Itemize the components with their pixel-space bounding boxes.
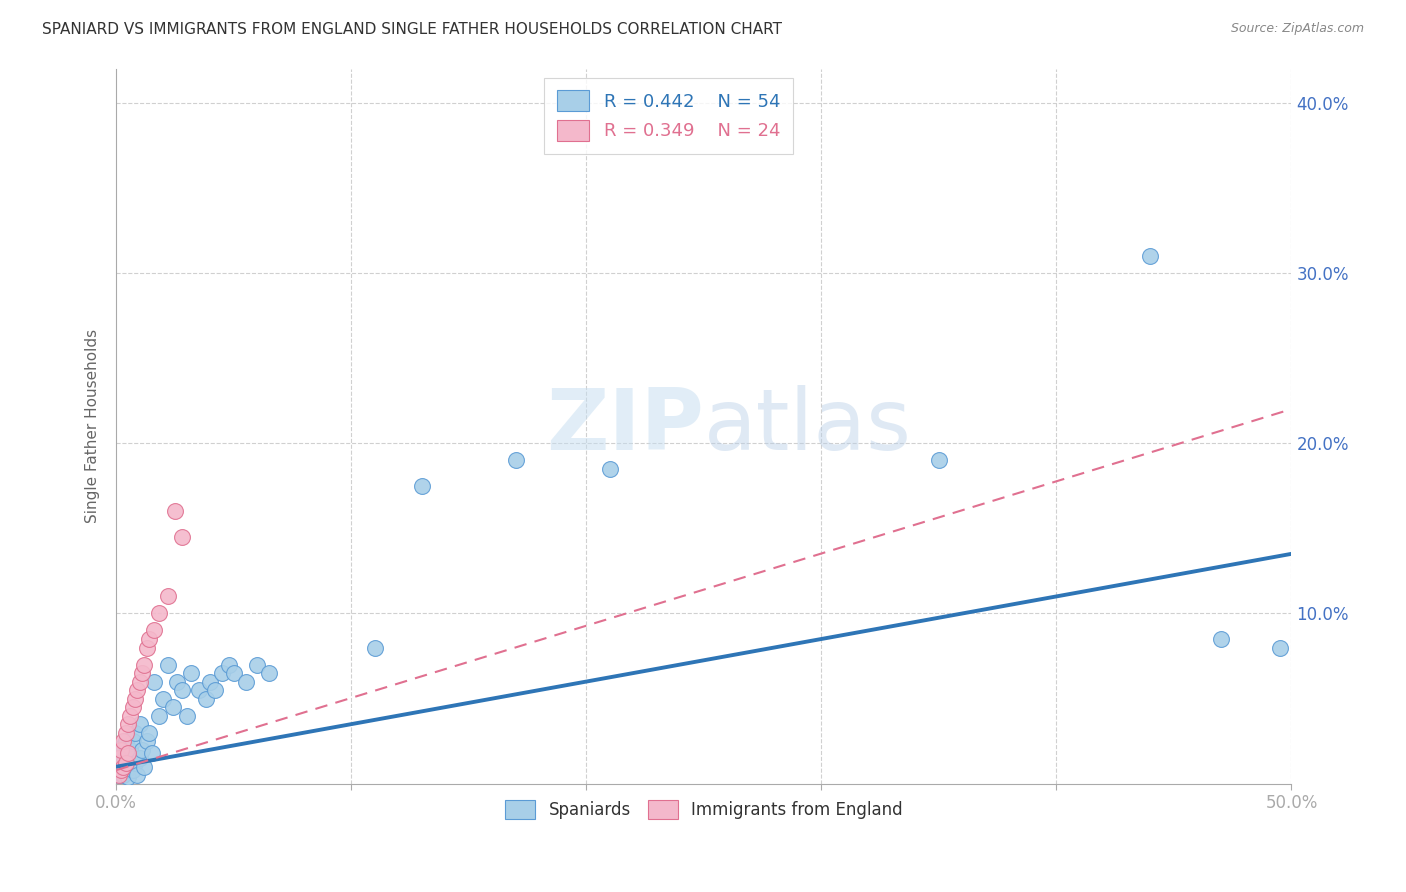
Point (110, 742, 132, 756)
Legend: Spaniards, Immigrants from England: Spaniards, Immigrants from England (499, 793, 910, 825)
Point (110, 751, 132, 765)
Point (172, 530, 194, 544)
Point (172, 683, 194, 698)
Point (187, 683, 209, 698)
Point (128, 717, 150, 731)
Y-axis label: Single Father Households: Single Father Households (86, 329, 100, 524)
Point (138, 725, 160, 739)
Point (117, 746, 139, 760)
Point (1268, 640, 1291, 655)
Text: ZIP: ZIP (546, 384, 704, 467)
Point (114, 756, 136, 771)
Point (121, 700, 143, 714)
Point (180, 666, 202, 681)
Point (110, 742, 132, 756)
Point (152, 691, 174, 706)
Point (112, 734, 135, 748)
Point (163, 504, 186, 518)
Text: SPANIARD VS IMMIGRANTS FROM ENGLAND SINGLE FATHER HOUSEHOLDS CORRELATION CHART: SPANIARD VS IMMIGRANTS FROM ENGLAND SING… (42, 22, 782, 37)
Point (176, 708, 198, 723)
Point (135, 640, 157, 655)
Point (112, 768, 135, 782)
Point (142, 624, 165, 638)
Point (135, 734, 157, 748)
Point (124, 725, 146, 739)
Point (128, 674, 150, 689)
Point (107, 768, 129, 782)
Point (107, 768, 129, 782)
Point (156, 657, 179, 672)
Point (114, 763, 136, 777)
Point (128, 751, 150, 765)
Point (120, 708, 142, 723)
Point (117, 717, 139, 731)
Point (235, 674, 257, 689)
Point (162, 700, 184, 714)
Point (107, 751, 129, 765)
Point (121, 763, 143, 777)
Point (121, 734, 143, 748)
Point (599, 461, 621, 475)
Point (127, 768, 149, 782)
Point (134, 760, 156, 774)
Point (127, 683, 149, 698)
Point (124, 756, 146, 771)
Point (166, 674, 188, 689)
Point (1139, 249, 1161, 263)
Point (928, 453, 950, 467)
Text: atlas: atlas (704, 384, 912, 467)
Point (110, 763, 132, 777)
Point (124, 691, 146, 706)
Point (131, 666, 153, 681)
Point (112, 756, 135, 771)
Point (112, 760, 135, 774)
Point (114, 734, 136, 748)
Point (1209, 632, 1232, 646)
Point (117, 751, 139, 765)
Point (246, 657, 269, 672)
Point (257, 666, 280, 681)
Point (204, 683, 226, 698)
Point (411, 479, 433, 493)
Point (505, 453, 527, 467)
Point (110, 763, 132, 777)
Point (200, 674, 222, 689)
Point (222, 666, 245, 681)
Point (148, 607, 170, 621)
Point (211, 666, 233, 681)
Point (218, 657, 240, 672)
Point (364, 640, 387, 655)
Point (114, 725, 136, 739)
Point (107, 760, 129, 774)
Point (131, 742, 153, 756)
Point (117, 770, 139, 784)
Point (138, 632, 160, 646)
Point (120, 742, 142, 756)
Point (120, 760, 142, 774)
Point (134, 657, 156, 672)
Point (114, 746, 136, 760)
Point (141, 746, 163, 760)
Point (148, 708, 170, 723)
Point (194, 691, 217, 706)
Point (156, 590, 179, 604)
Text: Source: ZipAtlas.com: Source: ZipAtlas.com (1230, 22, 1364, 36)
Point (112, 739, 135, 754)
Point (142, 674, 165, 689)
